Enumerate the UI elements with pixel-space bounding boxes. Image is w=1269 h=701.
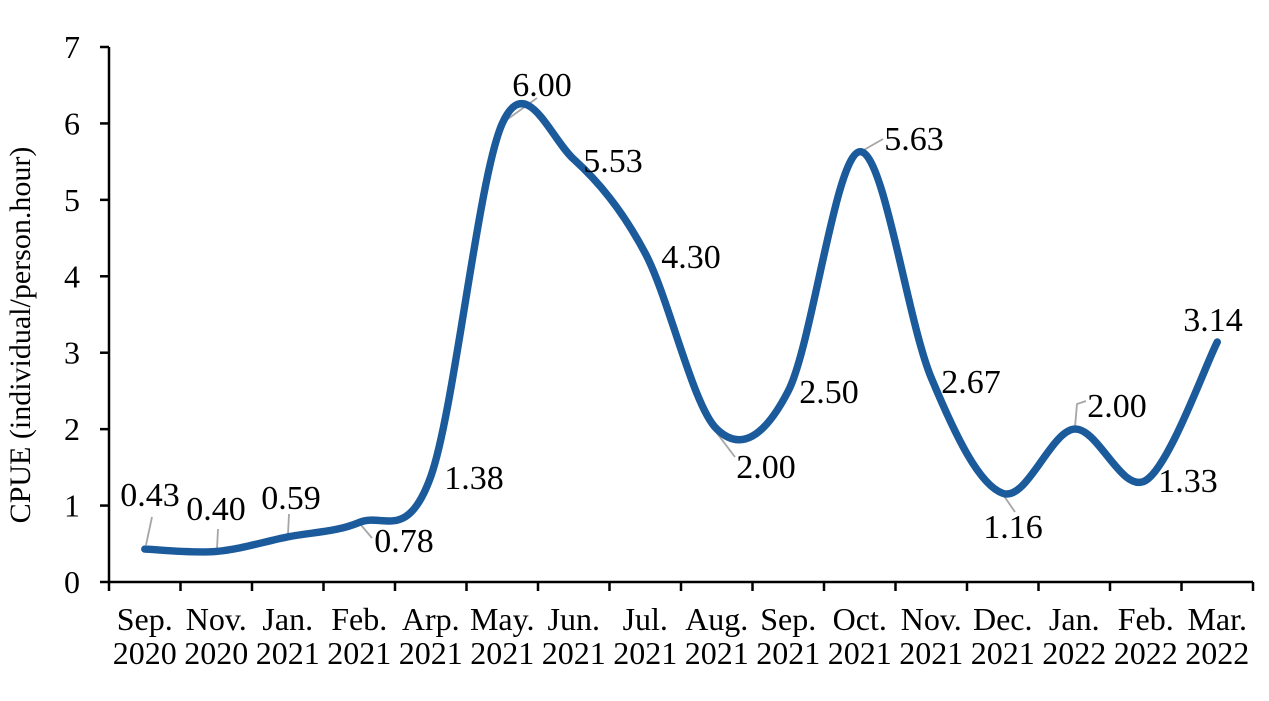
data-label: 2.50	[799, 374, 859, 411]
x-axis-tick-label: Dec. 2021	[971, 601, 1035, 671]
data-label-leader-line	[1074, 400, 1087, 428]
x-axis-tick-label: Jun. 2021	[542, 601, 606, 671]
y-axis-tick-label: 2	[64, 411, 80, 447]
x-axis-tick-label: Oct. 2021	[828, 601, 892, 671]
data-label: 5.53	[583, 143, 643, 180]
y-axis-title: CPUE (individual/person.hour)	[4, 147, 37, 524]
data-label-leader-line	[715, 431, 736, 458]
data-label: 0.43	[120, 477, 180, 514]
x-axis-tick-label: Feb. 2021	[327, 601, 391, 671]
y-axis-tick-label: 1	[64, 488, 80, 524]
data-label: 2.00	[736, 449, 796, 486]
x-axis-tick-label: Feb. 2022	[1114, 601, 1178, 671]
data-label: 2.67	[941, 364, 1001, 401]
data-label: 4.30	[661, 239, 721, 276]
y-axis-tick-label: 5	[64, 182, 80, 218]
data-label-leader-line	[360, 524, 373, 539]
y-axis-tick-label: 7	[64, 29, 80, 65]
data-label-leader-line	[1003, 495, 1016, 513]
data-label: 1.38	[444, 460, 504, 497]
data-label: 0.78	[374, 523, 434, 560]
x-axis-tick-label: May. 2021	[470, 601, 535, 671]
x-axis-tick-label: Nov. 2021	[899, 601, 963, 671]
x-axis-tick-label: Mar. 2022	[1185, 601, 1249, 671]
cpue-series-line	[141, 100, 1221, 556]
x-axis-tick-label: Jul. 2021	[613, 601, 677, 671]
data-label-leader-line	[216, 528, 219, 550]
data-label: 6.00	[512, 67, 572, 104]
data-label: 0.40	[186, 491, 246, 528]
data-label: 1.33	[1158, 463, 1218, 500]
x-axis-tick-label: Sep. 2021	[756, 601, 820, 671]
x-axis-tick-label: Aug. 2021	[685, 601, 749, 671]
data-label: 5.63	[884, 121, 944, 158]
data-label-leader-line	[861, 138, 884, 152]
data-label: 0.59	[261, 480, 321, 517]
x-axis-tick-label: Arp. 2021	[399, 601, 463, 671]
data-label-leader-line	[287, 513, 290, 535]
data-label: 2.00	[1087, 388, 1147, 425]
data-label-leader-line	[145, 516, 153, 546]
x-axis-tick-label: Sep. 2020	[113, 601, 177, 671]
x-axis-tick-label: Jan. 2021	[256, 601, 320, 671]
y-axis-tick-label: 0	[64, 564, 80, 600]
x-axis-tick-label: Nov. 2020	[184, 601, 248, 671]
data-label: 3.14	[1183, 302, 1243, 339]
y-axis-tick-label: 4	[64, 258, 80, 294]
x-axis-tick-label: Jan. 2022	[1042, 601, 1106, 671]
y-axis-tick-label: 6	[64, 105, 80, 141]
data-label-leader-line	[504, 97, 538, 122]
data-label: 1.16	[983, 509, 1043, 546]
y-axis-tick-label: 3	[64, 335, 80, 371]
